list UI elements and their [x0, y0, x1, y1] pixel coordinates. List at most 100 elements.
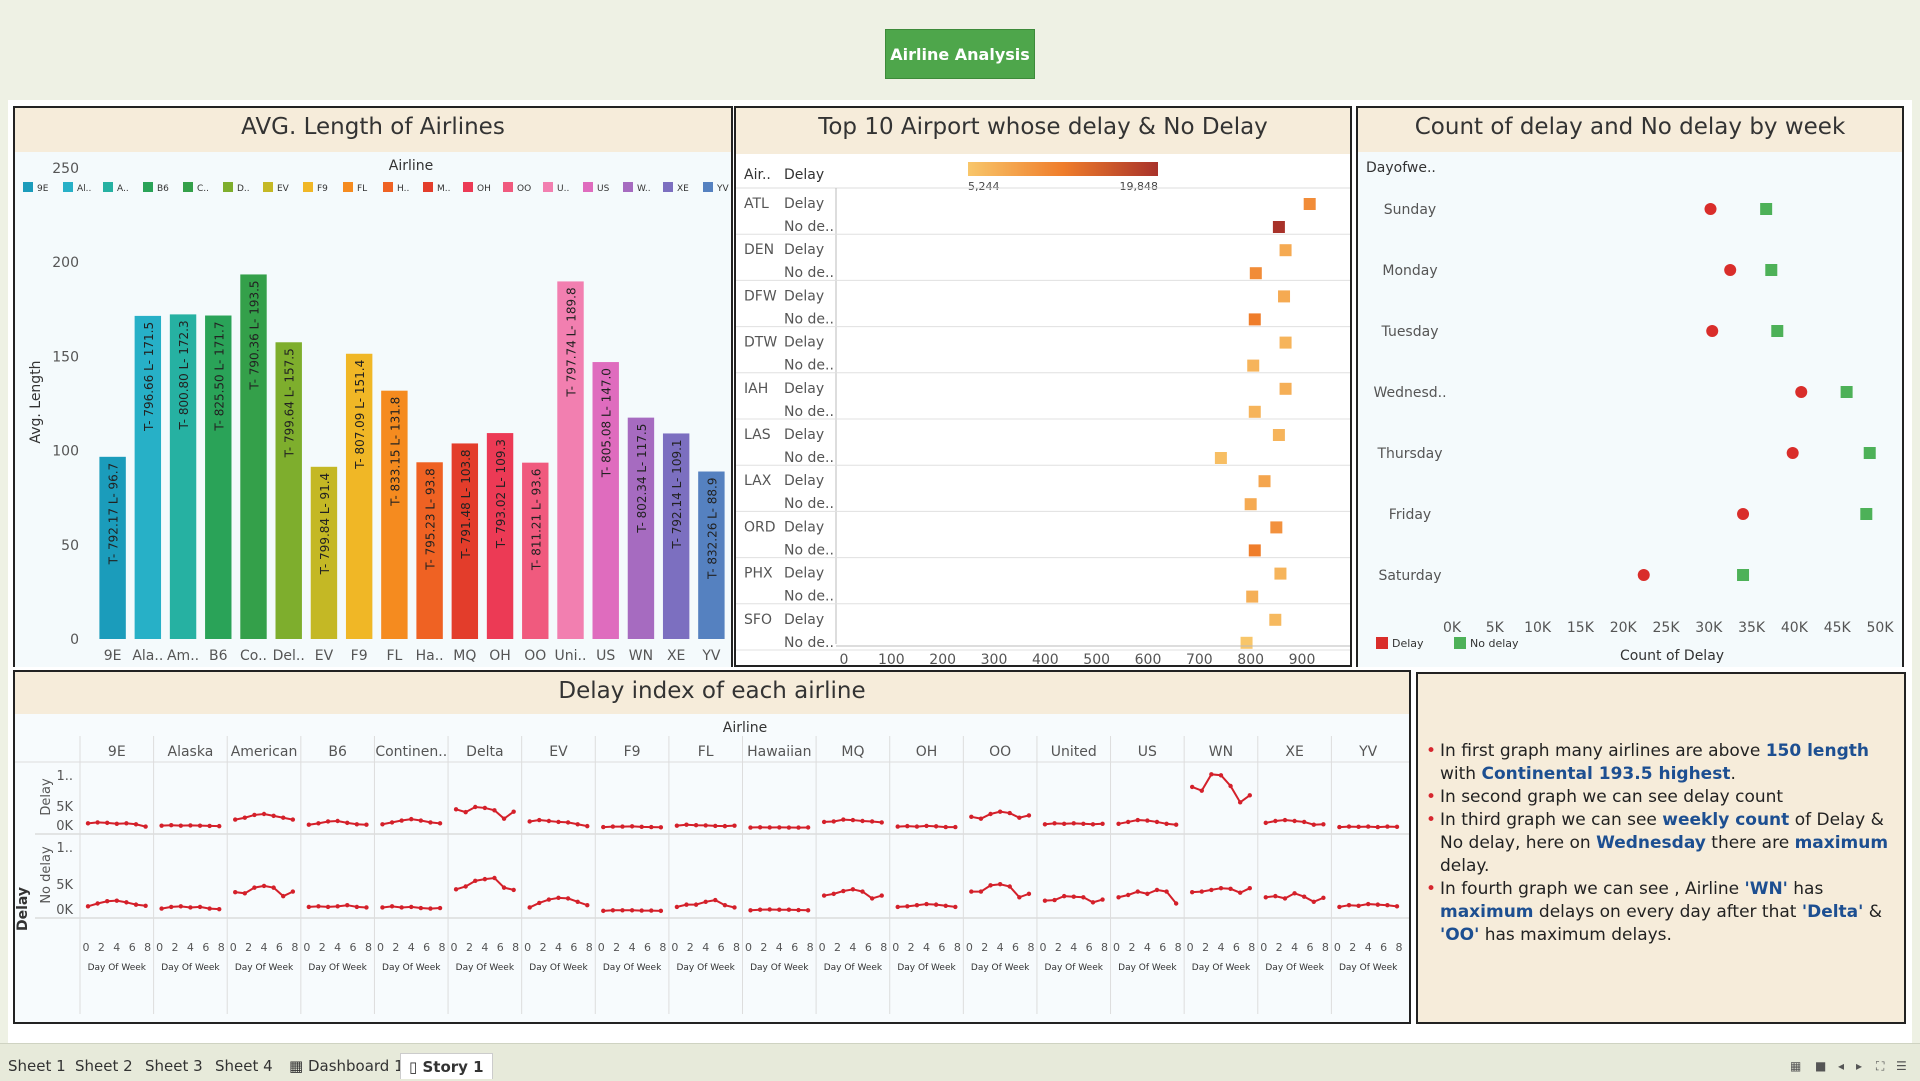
delay-index-point[interactable]	[1366, 824, 1370, 828]
delay-index-point[interactable]	[143, 904, 147, 908]
delay-index-point[interactable]	[463, 884, 467, 888]
delay-index-point[interactable]	[620, 908, 624, 912]
delay-index-point[interactable]	[1273, 894, 1277, 898]
delay-index-point[interactable]	[307, 905, 311, 909]
delay-index-point[interactable]	[1164, 822, 1168, 826]
delay-index-point[interactable]	[1145, 818, 1149, 822]
delay-index-point[interactable]	[473, 805, 477, 809]
delay-index-point[interactable]	[364, 905, 368, 909]
delay-index-point[interactable]	[944, 904, 948, 908]
delay-index-point[interactable]	[758, 825, 762, 829]
nodelay-point[interactable]	[1860, 508, 1872, 520]
delay-index-point[interactable]	[252, 885, 256, 889]
delay-index-point[interactable]	[732, 823, 736, 827]
delay-index-point[interactable]	[1072, 821, 1076, 825]
delay-index-point[interactable]	[316, 904, 320, 908]
delay-index-point[interactable]	[105, 821, 109, 825]
nodelay-mark[interactable]	[1245, 498, 1257, 510]
delay-index-point[interactable]	[1337, 905, 1341, 909]
delay-index-point[interactable]	[390, 904, 394, 908]
delay-index-point[interactable]	[483, 806, 487, 810]
delay-index-point[interactable]	[390, 820, 394, 824]
delay-index-point[interactable]	[1017, 816, 1021, 820]
legend-label[interactable]: D..	[237, 184, 250, 194]
delay-index-point[interactable]	[438, 821, 442, 825]
delay-index-point[interactable]	[1052, 898, 1056, 902]
delay-index-point[interactable]	[566, 820, 570, 824]
delay-index-point[interactable]	[1145, 892, 1149, 896]
delay-index-point[interactable]	[502, 885, 506, 889]
delay-index-point[interactable]	[777, 908, 781, 912]
tab-dashboard-1[interactable]: ▦ Dashboard 1	[281, 1053, 412, 1079]
delay-index-point[interactable]	[243, 891, 247, 895]
delay-index-point[interactable]	[915, 903, 919, 907]
delay-index-point[interactable]	[979, 816, 983, 820]
delay-index-point[interactable]	[281, 816, 285, 820]
delay-index-point[interactable]	[611, 908, 615, 912]
delay-index-point[interactable]	[1385, 903, 1389, 907]
legend-swatch[interactable]	[623, 182, 633, 192]
delay-index-point[interactable]	[105, 899, 109, 903]
delay-index-point[interactable]	[796, 908, 800, 912]
delay-index-point[interactable]	[364, 823, 368, 827]
delay-index-point[interactable]	[659, 909, 663, 913]
legend-label[interactable]: US	[597, 184, 610, 194]
delay-index-point[interactable]	[1385, 824, 1389, 828]
delay-index-point[interactable]	[1356, 904, 1360, 908]
delay-index-point[interactable]	[463, 810, 467, 814]
legend-swatch[interactable]	[543, 182, 553, 192]
delay-index-point[interactable]	[723, 903, 727, 907]
legend-label[interactable]: OO	[517, 184, 531, 194]
delay-index-point[interactable]	[703, 823, 707, 827]
delay-index-point[interactable]	[179, 904, 183, 908]
delay-index-point[interactable]	[1321, 896, 1325, 900]
delay-index-point[interactable]	[1283, 818, 1287, 822]
delay-index-point[interactable]	[1100, 897, 1104, 901]
delay-index-point[interactable]	[326, 905, 330, 909]
delay-index-point[interactable]	[703, 900, 707, 904]
delay-index-point[interactable]	[124, 900, 128, 904]
delay-index-point[interactable]	[988, 883, 992, 887]
delay-index-point[interactable]	[1062, 822, 1066, 826]
delay-index-point[interactable]	[169, 905, 173, 909]
nodelay-mark[interactable]	[1249, 313, 1261, 325]
delay-index-point[interactable]	[345, 821, 349, 825]
delay-index-point[interactable]	[601, 909, 605, 913]
story-title-button[interactable]: Airline Analysis	[885, 29, 1035, 79]
delay-index-point[interactable]	[1091, 900, 1095, 904]
delay-index-point[interactable]	[428, 820, 432, 824]
delay-index-point[interactable]	[134, 902, 138, 906]
color-legend-bar[interactable]	[968, 162, 1158, 176]
delay-index-point[interactable]	[1283, 896, 1287, 900]
delay-index-point[interactable]	[979, 889, 983, 893]
tab-sheet-4[interactable]: Sheet 4	[207, 1053, 281, 1079]
delay-index-point[interactable]	[1395, 825, 1399, 829]
delay-index-point[interactable]	[1366, 902, 1370, 906]
delay-index-point[interactable]	[880, 893, 884, 897]
delay-index-point[interactable]	[483, 877, 487, 881]
nodelay-point[interactable]	[1864, 447, 1876, 459]
delay-index-point[interactable]	[307, 823, 311, 827]
delay-index-point[interactable]	[694, 823, 698, 827]
delay-index-point[interactable]	[399, 905, 403, 909]
film-view-icon[interactable]: ■	[1815, 1059, 1826, 1073]
delay-index-point[interactable]	[1209, 772, 1213, 776]
delay-index-point[interactable]	[1228, 784, 1232, 788]
legend-swatch[interactable]	[183, 182, 193, 192]
delay-index-point[interactable]	[233, 817, 237, 821]
delay-index-point[interactable]	[880, 820, 884, 824]
delay-index-point[interactable]	[575, 900, 579, 904]
delay-index-point[interactable]	[454, 807, 458, 811]
delay-index-point[interactable]	[611, 824, 615, 828]
delay-point[interactable]	[1706, 325, 1718, 337]
delay-index-point[interactable]	[1376, 902, 1380, 906]
legend-swatch[interactable]	[463, 182, 473, 192]
delay-mark[interactable]	[1273, 429, 1285, 441]
legend-swatch[interactable]	[663, 182, 673, 192]
delay-index-point[interactable]	[1238, 800, 1242, 804]
delay-index-point[interactable]	[547, 819, 551, 823]
delay-index-point[interactable]	[335, 904, 339, 908]
delay-index-point[interactable]	[243, 816, 247, 820]
delay-index-point[interactable]	[316, 821, 320, 825]
legend-swatch[interactable]	[143, 182, 153, 192]
